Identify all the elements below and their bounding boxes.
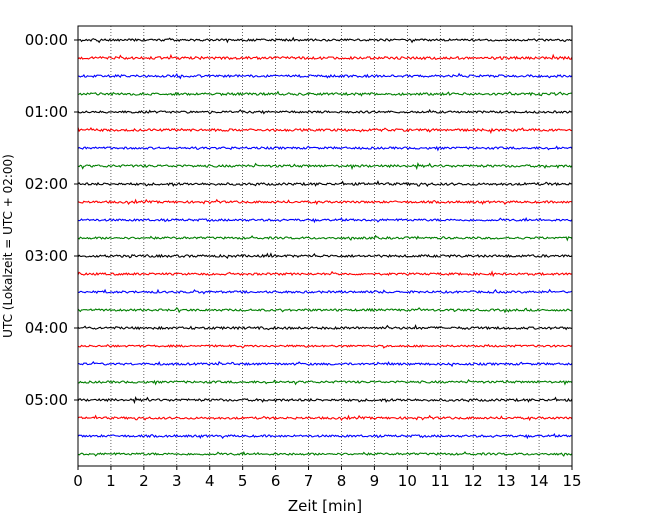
- trace-line: [77, 53, 573, 61]
- trace-line: [77, 288, 573, 295]
- x-tick-label: 7: [304, 472, 314, 490]
- trace-line: [77, 72, 573, 80]
- x-tick-label: 15: [562, 472, 581, 490]
- y-tick-label: 00:00: [25, 31, 68, 49]
- plot-frame: [77, 25, 573, 467]
- x-tick-label: 11: [431, 472, 450, 490]
- trace-line: [77, 360, 573, 368]
- trace-line: [77, 306, 573, 314]
- x-tick-label: 0: [73, 472, 83, 490]
- x-tick-label: 10: [398, 472, 417, 490]
- x-tick-label: 13: [497, 472, 516, 490]
- x-tick-label: 1: [106, 472, 116, 490]
- x-tick-label: 9: [370, 472, 380, 490]
- grid-layer: [110, 26, 540, 466]
- trace-line: [77, 36, 573, 44]
- x-tick-label: 8: [337, 472, 347, 490]
- trace-line: [77, 433, 573, 440]
- trace-line: [77, 234, 573, 242]
- tick-layer: 0 1 2 3 4 5 6 7 8 9 10 11 12 13 14 1500:0001:0002:0003:…: [25, 31, 582, 490]
- y-tick-label: 04:00: [25, 319, 68, 337]
- y-tick-label: 02:00: [25, 175, 68, 193]
- trace-line: [77, 252, 573, 260]
- trace-line: [77, 270, 573, 278]
- x-tick-label: 12: [464, 472, 483, 490]
- trace-line: [77, 378, 573, 386]
- trace-layer: [77, 36, 573, 457]
- trace-line: [77, 162, 573, 171]
- trace-line: [77, 450, 573, 457]
- trace-line: [77, 127, 573, 135]
- trace-line: [77, 414, 573, 422]
- y-tick-label: 03:00: [25, 247, 68, 265]
- trace-line: [77, 145, 573, 152]
- x-tick-label: 6: [271, 472, 281, 490]
- trace-line: [77, 216, 573, 224]
- x-tick-label: 4: [205, 472, 215, 490]
- x-tick-label: 3: [172, 472, 182, 490]
- trace-line: [77, 343, 573, 349]
- trace-line: [77, 180, 573, 187]
- y-tick-label: 01:00: [25, 103, 68, 121]
- trace-line: [77, 198, 573, 206]
- x-axis-label: Zeit [min]: [288, 497, 362, 515]
- trace-line: [77, 90, 573, 97]
- x-tick-label: 5: [238, 472, 248, 490]
- x-tick-label: 14: [530, 472, 549, 490]
- trace-line: [77, 395, 573, 405]
- x-tick-label: 2: [139, 472, 149, 490]
- trace-line: [77, 323, 573, 331]
- y-tick-label: 05:00: [25, 391, 68, 409]
- trace-line: [77, 108, 573, 115]
- y-axis-label: UTC (Lokalzeit = UTC + 02:00): [1, 154, 15, 338]
